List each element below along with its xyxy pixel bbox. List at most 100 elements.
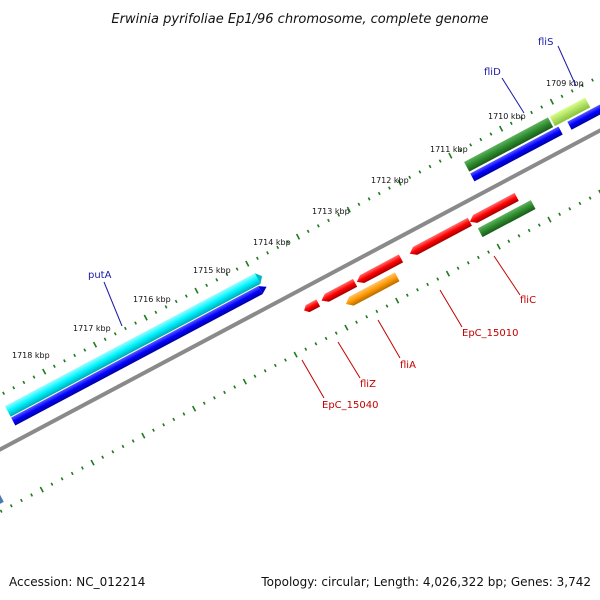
leader-lines [103, 45, 577, 399]
lower-scale-tick [405, 293, 409, 297]
scale-labels: 1709 kbp 1710 kbp 1711 kbp 1712 kbp 1713… [12, 79, 584, 360]
upper-scale-tick [154, 310, 158, 314]
upper-scale-tick [164, 305, 168, 309]
upper-scale-tick [509, 121, 513, 126]
feature-band-forward-right-2 [567, 103, 600, 130]
lower-scale-tick [436, 277, 440, 281]
upper-scale-tick [388, 186, 391, 190]
lower-scale-tick [375, 309, 379, 314]
lower-scale-tick [152, 428, 155, 432]
lower-scale-tick [131, 439, 135, 443]
upper-scale-tick [174, 299, 178, 304]
upper-scale-tick [73, 353, 77, 358]
lower-scale-tick [162, 423, 166, 427]
upper-scale-tick [113, 332, 117, 336]
upper-scale-tick [591, 78, 594, 82]
gene-label-putA[interactable]: putA [88, 270, 112, 281]
upper-scale-tick [489, 132, 493, 136]
lower-scale-tick [558, 212, 562, 216]
gene-EpC_15010 [409, 217, 472, 255]
upper-scale-tick [42, 368, 47, 375]
lower-scale-tick [324, 336, 328, 341]
upper-scale-tick [357, 202, 361, 206]
gene-label-fliD[interactable]: fliD [484, 67, 501, 78]
leader-putA [103, 281, 123, 327]
upper-scale-tick [2, 391, 5, 395]
scale-ticks-upper [2, 78, 594, 395]
lower-scale-tick [20, 498, 23, 503]
lower-scale-tick [355, 320, 358, 324]
gene-label-fliZ[interactable]: fliZ [360, 379, 376, 390]
lower-scale-tick [598, 189, 600, 196]
lower-scale-tick [253, 374, 257, 378]
upper-scale-tick [499, 125, 504, 132]
leader-fliS [557, 45, 577, 87]
upper-scale-tick [103, 337, 107, 341]
upper-scale-tick [215, 278, 219, 282]
scale-label-1715: 1715 kbp [193, 266, 231, 275]
gene-fliZ [321, 278, 358, 302]
upper-scale-tick [52, 364, 56, 368]
scale-label-1710: 1710 kbp [488, 112, 526, 121]
gene-label-EpC_15010[interactable]: EpC_15010 [462, 328, 518, 339]
lower-scale-tick [568, 207, 572, 211]
lower-scale-tick [365, 315, 369, 319]
upper-scale-tick [479, 137, 483, 142]
lower-scale-tick [476, 255, 480, 260]
upper-scale-tick [560, 94, 564, 99]
feature-band-forward-tip [258, 286, 267, 295]
lower-scale-tick [202, 401, 206, 405]
lower-scale-tick [263, 369, 267, 373]
upper-scale-tick [245, 260, 250, 267]
lower-scale-tick [50, 482, 54, 486]
lower-scale-tick [588, 196, 592, 200]
gene-reverse-red-3 [356, 254, 404, 284]
lower-scale-tick [334, 331, 338, 335]
lower-scale-tick [284, 358, 287, 362]
upper-scale-tick [184, 294, 188, 298]
upper-scale-tick [83, 348, 87, 352]
lower-scale-tick [466, 261, 470, 265]
gene-label-fliS[interactable]: fliS [538, 37, 553, 48]
gene-putA-arrow [254, 273, 263, 284]
upper-scale-tick [256, 256, 259, 260]
upper-scale-tick [540, 105, 544, 109]
upper-scale-tick [12, 386, 16, 390]
leader-EpC_15010 [439, 289, 463, 328]
upper-scale-tick [124, 326, 127, 331]
upper-scale-tick [397, 179, 402, 186]
accession-text: Accession: NC_012214 [9, 575, 145, 589]
gene-label-fliC[interactable]: fliC [520, 295, 536, 306]
lower-scale-tick [537, 223, 541, 227]
upper-scale-tick [134, 321, 137, 325]
upper-scale-tick [306, 229, 310, 233]
gene-partial-left-blue [0, 494, 4, 509]
gene-label-EpC_15040[interactable]: EpC_15040 [322, 400, 378, 411]
lower-scale-tick [496, 243, 501, 250]
lower-scale-tick [111, 450, 115, 454]
gene-label-fliA[interactable]: fliA [400, 360, 416, 371]
lower-scale-tick [212, 396, 216, 400]
feature-band-forward-right [470, 126, 563, 182]
lower-scale-tick [293, 351, 298, 358]
upper-scale-tick [418, 170, 422, 174]
upper-scale-tick [469, 143, 473, 147]
lower-scale-tick [517, 234, 521, 238]
scale-label-1716: 1716 kbp [133, 295, 171, 304]
lower-scale-tick [344, 324, 349, 331]
gene-fliA [345, 272, 400, 306]
lower-scale-tick [547, 216, 552, 223]
upper-scale-tick [235, 267, 239, 271]
upper-scale-tick [448, 152, 453, 159]
lower-scale-tick [487, 250, 490, 254]
lower-scale-tick [70, 471, 74, 476]
scale-label-1713: 1713 kbp [312, 207, 350, 216]
leader-fliZ [337, 341, 361, 379]
upper-scale-tick [346, 206, 351, 213]
scale-label-1712: 1712 kbp [371, 176, 409, 185]
genome-backbone [0, 109, 600, 471]
lower-scale-tick [304, 347, 308, 351]
lower-scale-tick [456, 266, 460, 270]
upper-scale-tick [408, 175, 412, 179]
lower-scale-tick [182, 412, 186, 416]
